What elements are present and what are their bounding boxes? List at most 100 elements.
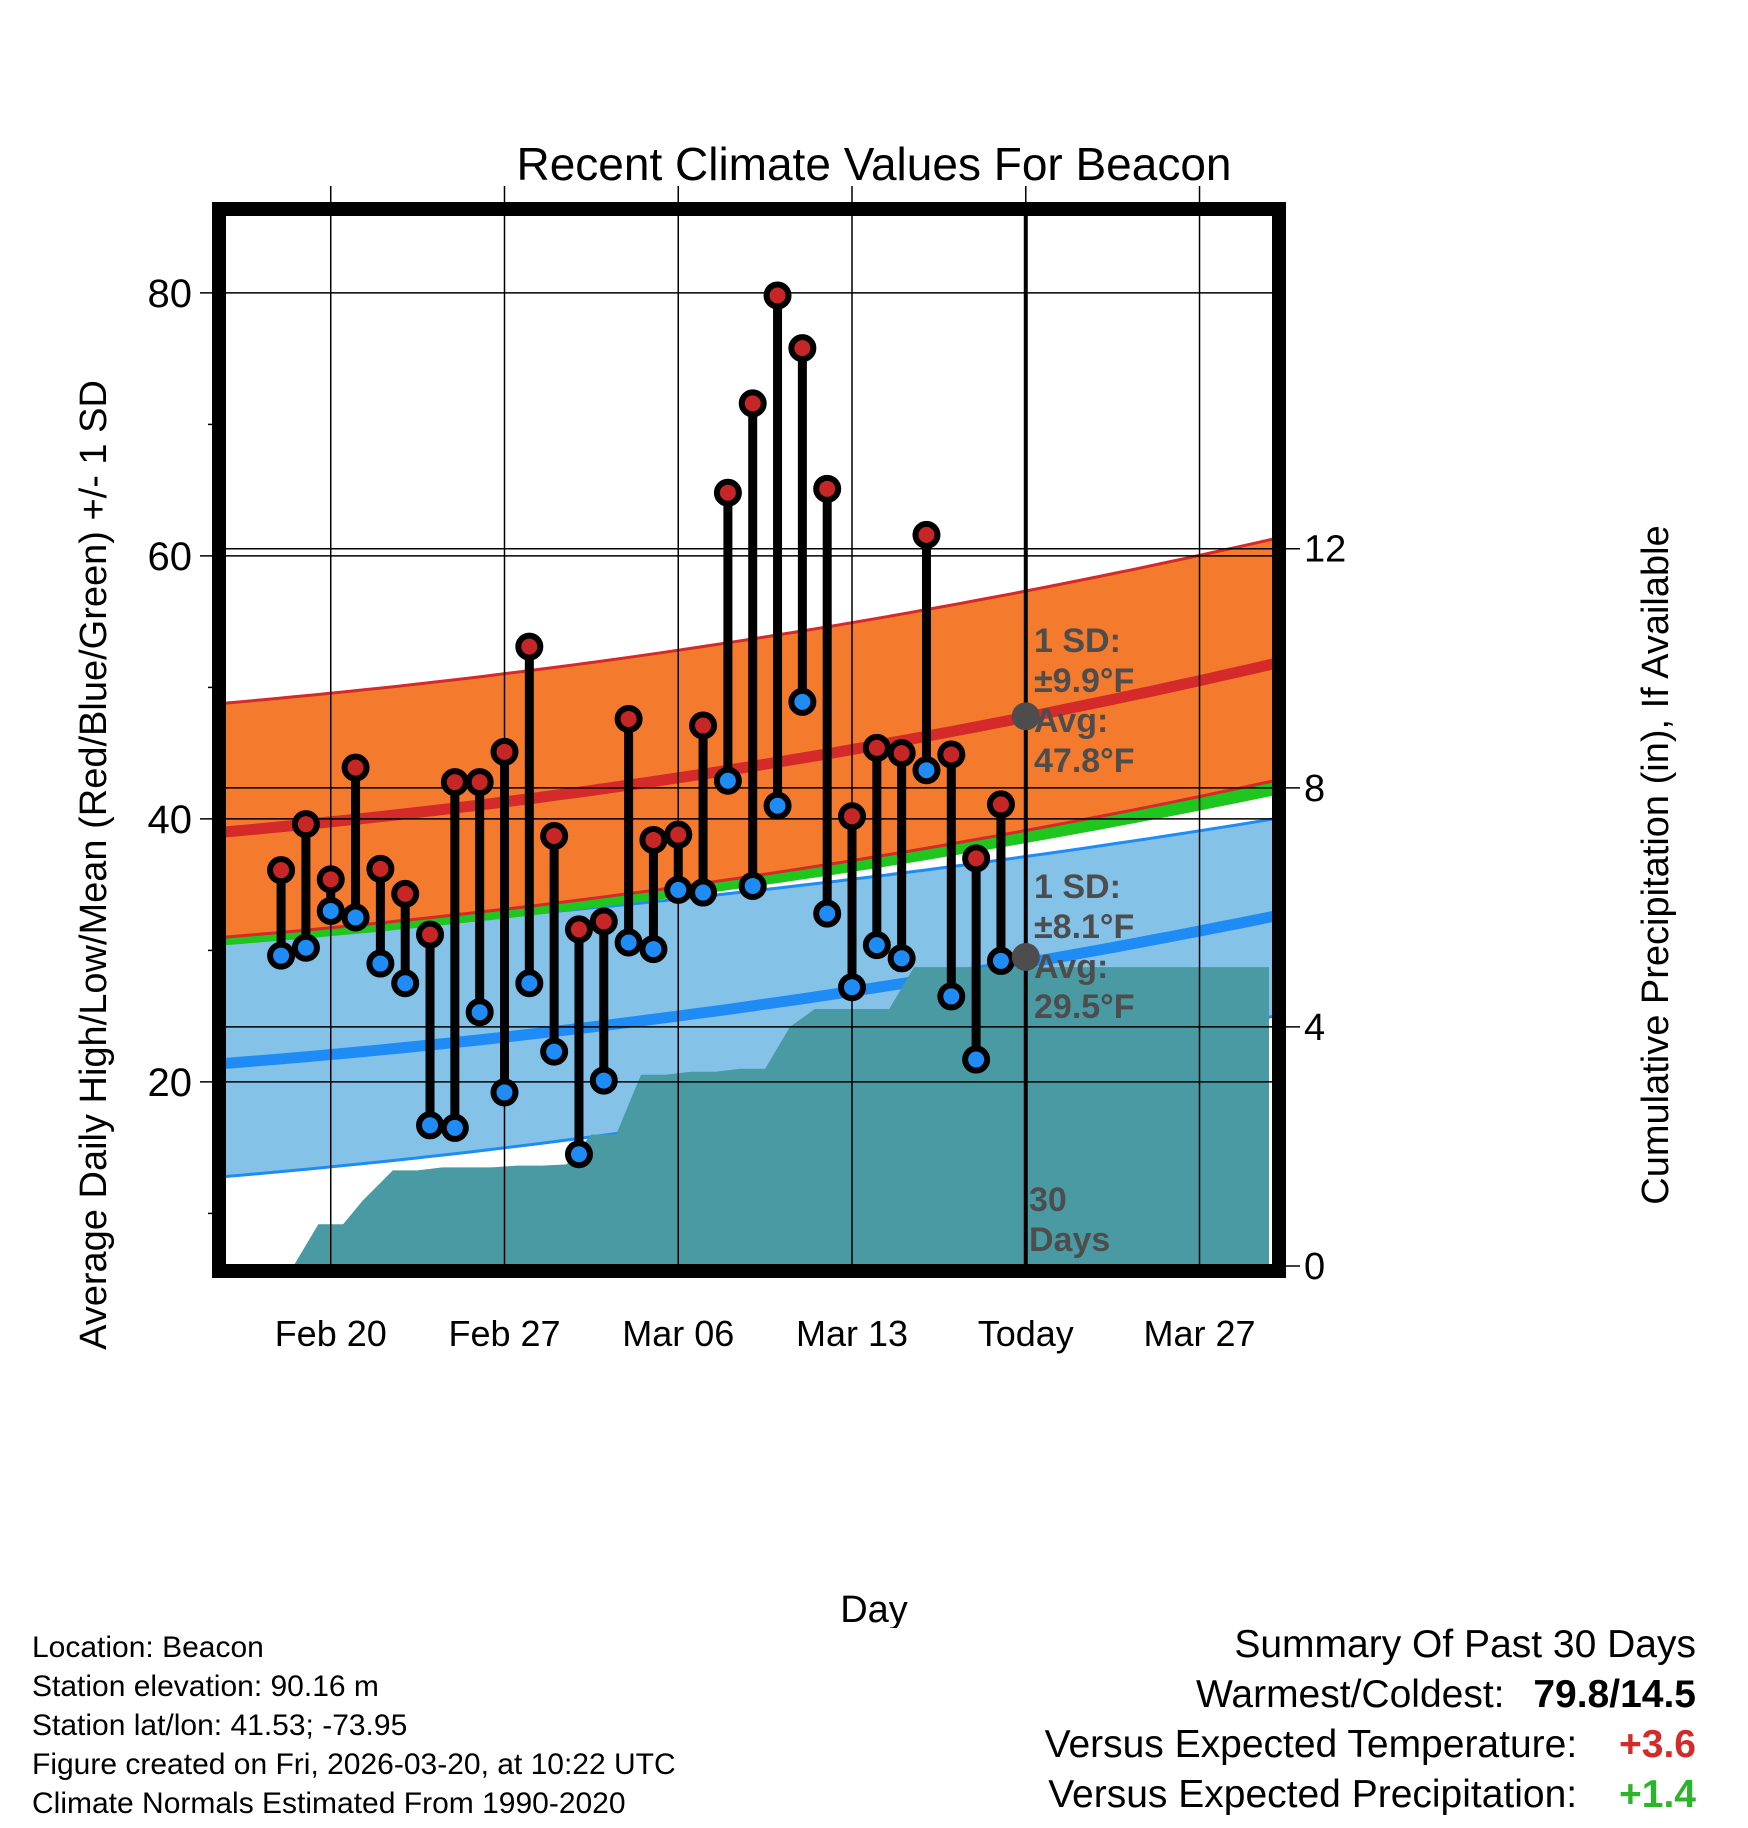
obs-low-dot <box>515 969 544 998</box>
precip-anomaly-label: Versus Expected Precipitation: <box>1048 1773 1578 1816</box>
obs-high-dot <box>564 915 593 944</box>
x-tick-label: Mar 06 <box>622 1313 734 1354</box>
precip-anomaly-value: +1.4 <box>1619 1773 1696 1816</box>
x-tick-label: Mar 27 <box>1144 1313 1256 1354</box>
obs-high-dot <box>962 844 991 873</box>
y-tick-label: 40 <box>148 798 193 842</box>
obs-low-dot <box>341 903 370 932</box>
obs-high-dot <box>838 802 867 831</box>
obs-high-dot <box>614 704 643 733</box>
y2-tick-label: 12 <box>1304 529 1346 571</box>
obs-high-dot <box>689 711 718 740</box>
obs-high-dot <box>813 474 842 503</box>
x-tick-label: Feb 20 <box>275 1313 387 1354</box>
plot-frame <box>212 202 1286 1278</box>
y-tick-label: 20 <box>148 1061 193 1105</box>
obs-low-dot <box>912 756 941 785</box>
obs-high-dot <box>465 768 494 797</box>
temp-anomaly-value: +3.6 <box>1619 1723 1696 1766</box>
obs-low-dot <box>664 875 693 904</box>
normals-text: Climate Normals Estimated From 1990-2020 <box>32 1787 626 1820</box>
obs-high-dot <box>416 920 445 949</box>
obs-low-dot <box>490 1078 519 1107</box>
obs-low-dot <box>738 871 767 900</box>
obs-high-dot <box>763 281 792 310</box>
high-sd-annotation-line-1: 1 SD: <box>1034 622 1121 660</box>
obs-high-dot <box>713 478 742 507</box>
obs-high-dot <box>267 856 296 885</box>
y2-tick-label: 4 <box>1304 1007 1325 1049</box>
obs-high-dot <box>639 825 668 854</box>
obs-low-dot <box>540 1037 569 1066</box>
obs-low-dot <box>589 1066 618 1095</box>
obs-high-dot <box>515 632 544 661</box>
obs-low-dot <box>838 973 867 1002</box>
warmest-coldest-row: Warmest/Coldest: 79.8/14.5 <box>1045 1670 1696 1720</box>
obs-high-dot <box>664 820 693 849</box>
y-axis-label-right: Cumulative Precipitation (in), If Availa… <box>1635 525 1677 1204</box>
obs-low-dot <box>986 946 1015 975</box>
temp-anomaly-row: Versus Expected Temperature: +3.6 <box>1045 1720 1696 1770</box>
precip-anomaly-row: Versus Expected Precipitation: +1.4 <box>1045 1770 1696 1820</box>
chart-title: Recent Climate Values For Beacon <box>516 138 1231 190</box>
obs-high-dot <box>912 520 941 549</box>
low-sd-annotation-line-1: 1 SD: <box>1034 868 1121 906</box>
obs-high-dot <box>316 865 345 894</box>
summary-title: Summary Of Past 30 Days <box>1234 1623 1696 1666</box>
high-sd-annotation-line-3: Avg: <box>1034 702 1108 740</box>
y-axis-label-left: Average Daily High/Low/Mean (Red/Blue/Gr… <box>73 380 115 1350</box>
x-tick-label: Feb 27 <box>448 1313 560 1354</box>
obs-low-dot <box>391 969 420 998</box>
obs-low-dot <box>440 1113 469 1142</box>
obs-high-dot <box>391 879 420 908</box>
obs-high-dot <box>366 854 395 883</box>
obs-high-dot <box>788 334 817 363</box>
today-low-avg-marker <box>1011 942 1040 971</box>
obs-low-dot <box>416 1111 445 1140</box>
low-normal-line <box>224 910 1274 1069</box>
obs-low-dot <box>614 928 643 957</box>
climate-chart: Recent Climate Values For Beacon 1 SD:±9… <box>73 138 1677 1628</box>
obs-low-dot <box>887 944 916 973</box>
obs-high-dot <box>862 733 891 762</box>
y2-tick-label: 8 <box>1304 768 1325 810</box>
obs-low-dot <box>788 687 817 716</box>
high-sd-annotation-line-4: 47.8°F <box>1034 742 1135 780</box>
obs-low-dot <box>564 1140 593 1169</box>
obs-low-dot <box>689 878 718 907</box>
obs-low-dot <box>366 949 395 978</box>
x-tick-label: Today <box>978 1313 1074 1354</box>
obs-high-dot <box>291 810 320 839</box>
low-sd-annotation-line-4: 29.5°F <box>1034 988 1135 1026</box>
obs-low-dot <box>862 931 891 960</box>
obs-low-dot <box>291 933 320 962</box>
obs-low-dot <box>962 1045 991 1074</box>
obs-high-dot <box>589 907 618 936</box>
y-tick-label: 60 <box>148 535 193 579</box>
location-text: Location: Beacon <box>32 1631 264 1664</box>
today-days-annotation-line-2: Days <box>1029 1221 1110 1259</box>
y2-tick-label: 0 <box>1304 1246 1325 1288</box>
obs-low-dot <box>713 766 742 795</box>
obs-high-dot <box>490 737 519 766</box>
obs-high-dot <box>341 753 370 782</box>
obs-low-dot <box>763 791 792 820</box>
obs-low-dot <box>267 941 296 970</box>
station-info: Location: Beacon Station elevation: 90.1… <box>32 1628 676 1823</box>
obs-low-dot <box>639 935 668 964</box>
obs-high-dot <box>738 389 767 418</box>
x-tick-label: Mar 13 <box>796 1313 908 1354</box>
low-sd-annotation-line-3: Avg: <box>1034 948 1108 986</box>
obs-low-dot <box>316 896 345 925</box>
low-sd-annotation-line-2: ±8.1°F <box>1034 908 1134 946</box>
obs-low-dot <box>465 998 494 1027</box>
low-sd-band <box>224 818 1274 1177</box>
y-tick-label: 80 <box>148 272 193 316</box>
obs-high-dot <box>440 768 469 797</box>
elevation-text: Station elevation: 90.16 m <box>32 1670 379 1703</box>
obs-high-dot <box>887 739 916 768</box>
high-sd-annotation-line-2: ±9.9°F <box>1034 662 1134 700</box>
obs-low-dot <box>813 899 842 928</box>
obs-low-dot <box>937 982 966 1011</box>
summary-panel: Summary Of Past 30 Days Warmest/Coldest:… <box>1045 1620 1696 1820</box>
